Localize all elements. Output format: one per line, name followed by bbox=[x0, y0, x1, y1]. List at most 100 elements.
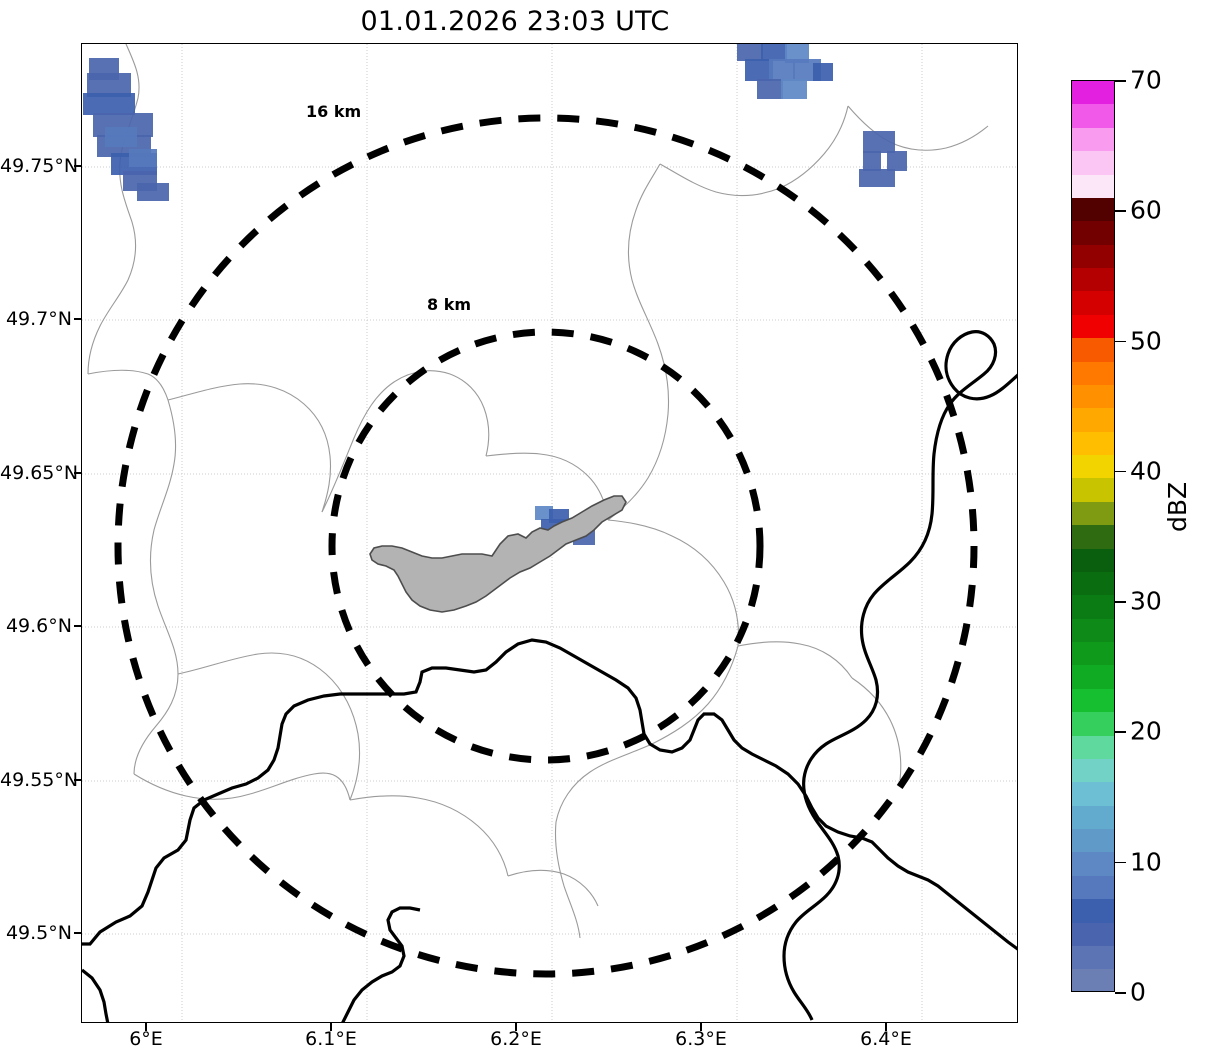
radar-echo-cell bbox=[863, 151, 881, 171]
x-tick-label: 6°E bbox=[129, 1028, 163, 1050]
y-tick-mark bbox=[74, 318, 82, 320]
colorbar-band bbox=[1072, 619, 1114, 642]
x-tick-label: 6.4°E bbox=[860, 1028, 912, 1050]
x-tick-mark bbox=[515, 1023, 517, 1031]
colorbar-band bbox=[1072, 81, 1114, 104]
colorbar-tick-mark bbox=[1115, 601, 1126, 603]
radar-echo-cell bbox=[859, 169, 895, 187]
colorbar-band bbox=[1072, 899, 1114, 922]
map-canvas bbox=[82, 44, 1018, 1023]
x-tick-mark bbox=[145, 1023, 147, 1031]
colorbar-band bbox=[1072, 759, 1114, 782]
colorbar-band bbox=[1072, 104, 1114, 127]
colorbar-tick-mark bbox=[1115, 862, 1126, 864]
x-tick-mark bbox=[330, 1023, 332, 1031]
y-tick-mark bbox=[74, 165, 82, 167]
colorbar-band bbox=[1072, 385, 1114, 408]
colorbar-band bbox=[1072, 291, 1114, 314]
colorbar-band bbox=[1072, 408, 1114, 431]
x-tick-mark bbox=[700, 1023, 702, 1031]
y-tick-mark bbox=[74, 472, 82, 474]
y-tick-label: 49.75°N bbox=[0, 155, 72, 177]
y-tick-mark bbox=[74, 779, 82, 781]
colorbar-band bbox=[1072, 852, 1114, 875]
colorbar-band bbox=[1072, 455, 1114, 478]
colorbar-tick-label: 40 bbox=[1130, 456, 1162, 485]
colorbar-band bbox=[1072, 175, 1114, 198]
colorbar-tick-label: 60 bbox=[1130, 196, 1162, 225]
y-tick-label: 49.5°N bbox=[0, 922, 72, 944]
colorbar-band bbox=[1072, 572, 1114, 595]
colorbar-band bbox=[1072, 876, 1114, 899]
y-tick-mark bbox=[74, 932, 82, 934]
radar-echo-cell bbox=[129, 149, 157, 167]
y-tick-label: 49.65°N bbox=[0, 462, 72, 484]
y-tick-label: 49.6°N bbox=[0, 615, 72, 637]
colorbar-band bbox=[1072, 338, 1114, 361]
radar-map-figure: 01.01.2026 23:03 UTC bbox=[0, 0, 1207, 1064]
x-tick-label: 6.3°E bbox=[675, 1028, 727, 1050]
radar-echo-cell bbox=[83, 93, 135, 115]
colorbar-band bbox=[1072, 829, 1114, 852]
colorbar-title: dBZ bbox=[1163, 482, 1192, 532]
colorbar-band bbox=[1072, 315, 1114, 338]
colorbar-band bbox=[1072, 969, 1114, 992]
colorbar-tick-mark bbox=[1115, 471, 1126, 473]
radar-echo-cell bbox=[761, 44, 787, 61]
luxembourg-city-shape bbox=[370, 496, 626, 612]
colorbar-band bbox=[1072, 595, 1114, 618]
colorbar-tick-label: 70 bbox=[1130, 66, 1162, 95]
colorbar-tick-mark bbox=[1115, 80, 1126, 82]
range-ring-label-16km: 16 km bbox=[306, 102, 361, 121]
colorbar-tick-mark bbox=[1115, 210, 1126, 212]
radar-echo-cell bbox=[137, 183, 169, 201]
colorbar-band bbox=[1072, 268, 1114, 291]
colorbar-tick-label: 50 bbox=[1130, 326, 1162, 355]
map-plot-area[interactable]: 16 km 8 km bbox=[81, 43, 1018, 1023]
colorbar-band bbox=[1072, 502, 1114, 525]
y-tick-label: 49.7°N bbox=[0, 308, 72, 330]
x-tick-label: 6.2°E bbox=[490, 1028, 542, 1050]
colorbar-band bbox=[1072, 221, 1114, 244]
colorbar-band bbox=[1072, 782, 1114, 805]
colorbar-band bbox=[1072, 689, 1114, 712]
colorbar-band bbox=[1072, 525, 1114, 548]
national-borders bbox=[82, 332, 1018, 1023]
colorbar-band bbox=[1072, 806, 1114, 829]
x-tick-mark bbox=[885, 1023, 887, 1031]
colorbar-band bbox=[1072, 642, 1114, 665]
radar-echo-cell bbox=[757, 79, 783, 99]
colorbar-band bbox=[1072, 245, 1114, 268]
colorbar-band bbox=[1072, 362, 1114, 385]
radar-echo-cell bbox=[737, 44, 763, 61]
colorbar-band bbox=[1072, 549, 1114, 572]
colorbar-tick-mark bbox=[1115, 341, 1126, 343]
colorbar-band bbox=[1072, 923, 1114, 946]
colorbar-band bbox=[1072, 432, 1114, 455]
colorbar-band bbox=[1072, 128, 1114, 151]
radar-echo-cell bbox=[781, 79, 807, 99]
colorbar-tick-label: 20 bbox=[1130, 717, 1162, 746]
colorbar-band bbox=[1072, 736, 1114, 759]
radar-echo-cell bbox=[769, 59, 795, 81]
radar-echo-cell bbox=[887, 151, 907, 171]
colorbar-tick-label: 0 bbox=[1130, 978, 1146, 1007]
colorbar-band bbox=[1072, 712, 1114, 735]
y-tick-mark bbox=[74, 625, 82, 627]
colorbar-tick-label: 10 bbox=[1130, 847, 1162, 876]
colorbar-tick-label: 30 bbox=[1130, 587, 1162, 616]
colorbar-band bbox=[1072, 665, 1114, 688]
colorbar[interactable] bbox=[1071, 80, 1115, 992]
colorbar-tick-mark bbox=[1115, 731, 1126, 733]
radar-echo-cell bbox=[745, 59, 773, 81]
radar-echo-cell bbox=[813, 63, 833, 81]
commune-boundaries bbox=[88, 44, 988, 938]
colorbar-band bbox=[1072, 198, 1114, 221]
radar-echo-cell bbox=[105, 127, 137, 147]
page-title: 01.01.2026 23:03 UTC bbox=[0, 6, 1030, 37]
colorbar-band bbox=[1072, 151, 1114, 174]
colorbar-band bbox=[1072, 478, 1114, 501]
colorbar-tick-mark bbox=[1115, 992, 1126, 994]
radar-echo-cell bbox=[863, 131, 895, 153]
x-tick-label: 6.1°E bbox=[305, 1028, 357, 1050]
